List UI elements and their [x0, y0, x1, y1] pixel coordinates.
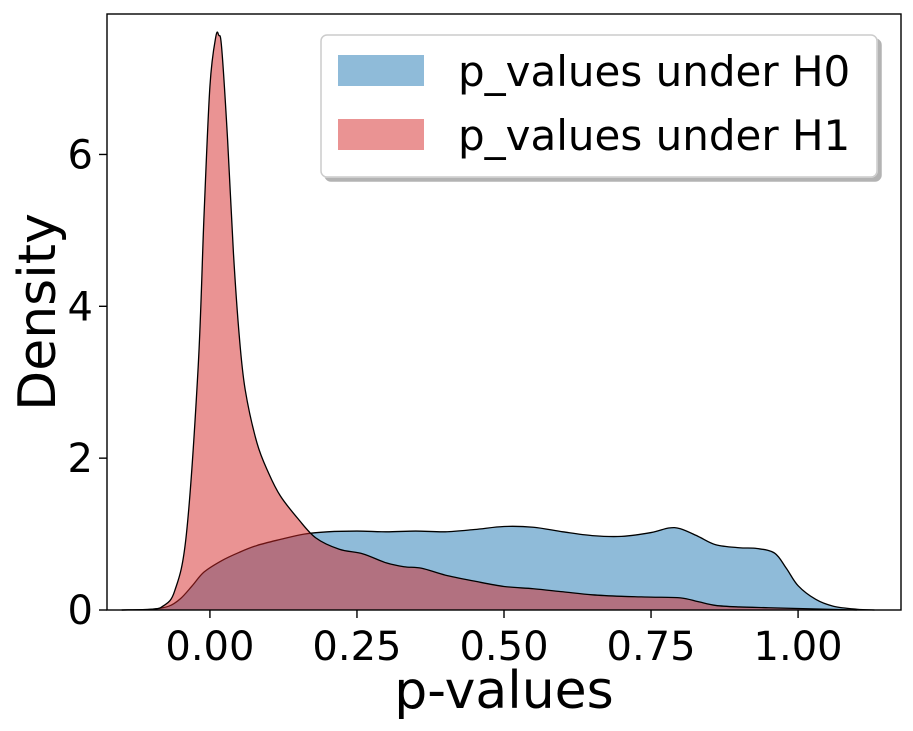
- x-tick-label: 0.75: [607, 624, 696, 670]
- legend-label-h1: p_values under H1: [458, 111, 850, 160]
- x-tick-label: 1.00: [754, 624, 843, 670]
- legend-frame: [320, 34, 878, 178]
- y-tick-label: 6: [68, 132, 93, 178]
- y-tick-label: 4: [68, 284, 93, 330]
- x-tick-label: 0.50: [459, 624, 548, 670]
- y-axis-title: Density: [8, 213, 68, 411]
- x-axis: 0.00 0.25 0.50 0.75 1.00: [165, 610, 843, 670]
- series-line-h1: [121, 31, 857, 611]
- legend-label-h0: p_values under H0: [458, 47, 850, 96]
- x-tick-label: 0.00: [165, 624, 254, 670]
- y-axis: 0 2 4 6: [68, 132, 107, 634]
- legend: p_values under H0 p_values under H1: [320, 34, 878, 178]
- legend-swatch-h0: [338, 55, 424, 86]
- x-axis-title: p-values: [394, 661, 614, 721]
- x-tick-label: 0.25: [312, 624, 401, 670]
- series-area-h1: [121, 32, 857, 610]
- y-tick-label: 2: [68, 436, 93, 482]
- series-layer: [121, 31, 875, 611]
- y-tick-label: 0: [68, 588, 93, 634]
- legend-swatch-h1: [338, 119, 424, 150]
